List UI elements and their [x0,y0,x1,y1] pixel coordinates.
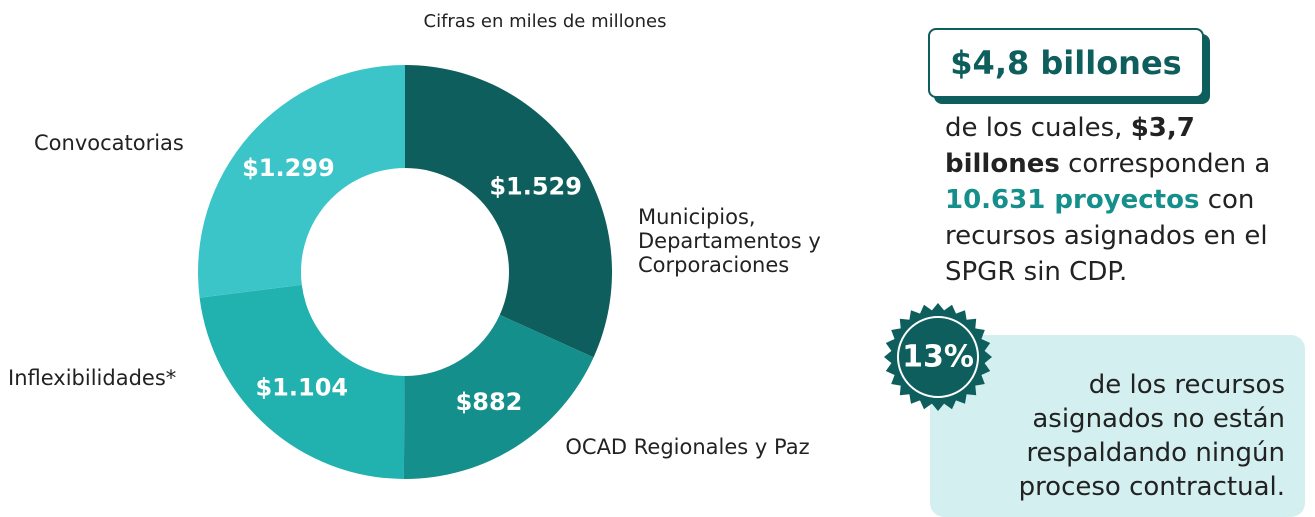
value-label: $1.104 [255,373,348,401]
category-label: Inflexibilidades* [8,366,177,390]
text: con recursos asignados en el SPGR sin CD… [945,185,1268,287]
total-box: $4,8 billones [928,28,1204,98]
badge-box [930,335,1305,517]
value-label: $1.529 [489,173,582,201]
text: de los cuales, [945,113,1131,143]
donut-slice [198,65,405,298]
highlight-text: de los cuales, $3,7 billones corresponde… [945,110,1305,290]
donut-slice [199,284,405,479]
category-label: OCAD Regionales y Paz [565,435,810,459]
category-label: Convocatorias [34,131,184,155]
text-highlight: 10.631 proyectos [945,185,1200,215]
value-label: $882 [456,388,523,416]
donut-slice [405,65,612,358]
value-label: $1.299 [242,154,335,182]
badge-text: de los recursos asignados no están respa… [1018,370,1285,502]
category-label: Municipios, Departamentos y Corporacione… [638,205,821,277]
chart-subtitle: Cifras en miles de millones [424,11,667,32]
text-bold: $3,7 billones [945,113,1195,179]
text: corresponden a [1059,149,1271,179]
donut-slice [403,314,594,479]
